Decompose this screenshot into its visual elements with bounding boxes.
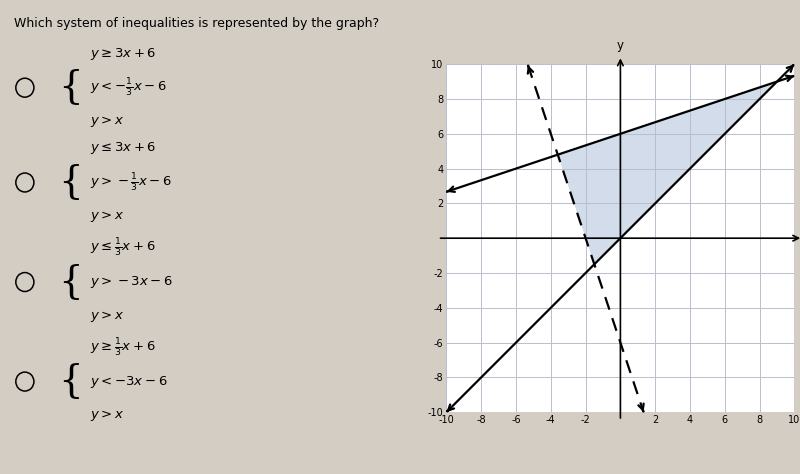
Text: $y > -3x-6$: $y > -3x-6$ [90, 274, 173, 290]
Text: {: { [58, 264, 82, 301]
Text: $y \leq 3x+6$: $y \leq 3x+6$ [90, 140, 157, 156]
Text: $y > x$: $y > x$ [90, 114, 125, 129]
Text: $y < -\frac{1}{3}x-6$: $y < -\frac{1}{3}x-6$ [90, 77, 167, 99]
Text: Which system of inequalities is represented by the graph?: Which system of inequalities is represen… [14, 17, 378, 29]
Text: {: { [58, 164, 82, 201]
Text: $y \geq \frac{1}{3}x+6$: $y \geq \frac{1}{3}x+6$ [90, 337, 156, 358]
Text: {: { [58, 363, 82, 400]
Polygon shape [558, 82, 777, 264]
Text: $y < -3x-6$: $y < -3x-6$ [90, 374, 168, 390]
Text: $y > x$: $y > x$ [90, 309, 125, 324]
Text: $y \geq 3x+6$: $y \geq 3x+6$ [90, 46, 157, 62]
Text: $y > x$: $y > x$ [90, 209, 125, 224]
Text: {: { [58, 69, 82, 106]
Text: $y > -\frac{1}{3}x-6$: $y > -\frac{1}{3}x-6$ [90, 172, 172, 193]
Text: y: y [617, 39, 624, 52]
Text: $y > x$: $y > x$ [90, 408, 125, 423]
Text: $y \leq \frac{1}{3}x+6$: $y \leq \frac{1}{3}x+6$ [90, 237, 156, 259]
